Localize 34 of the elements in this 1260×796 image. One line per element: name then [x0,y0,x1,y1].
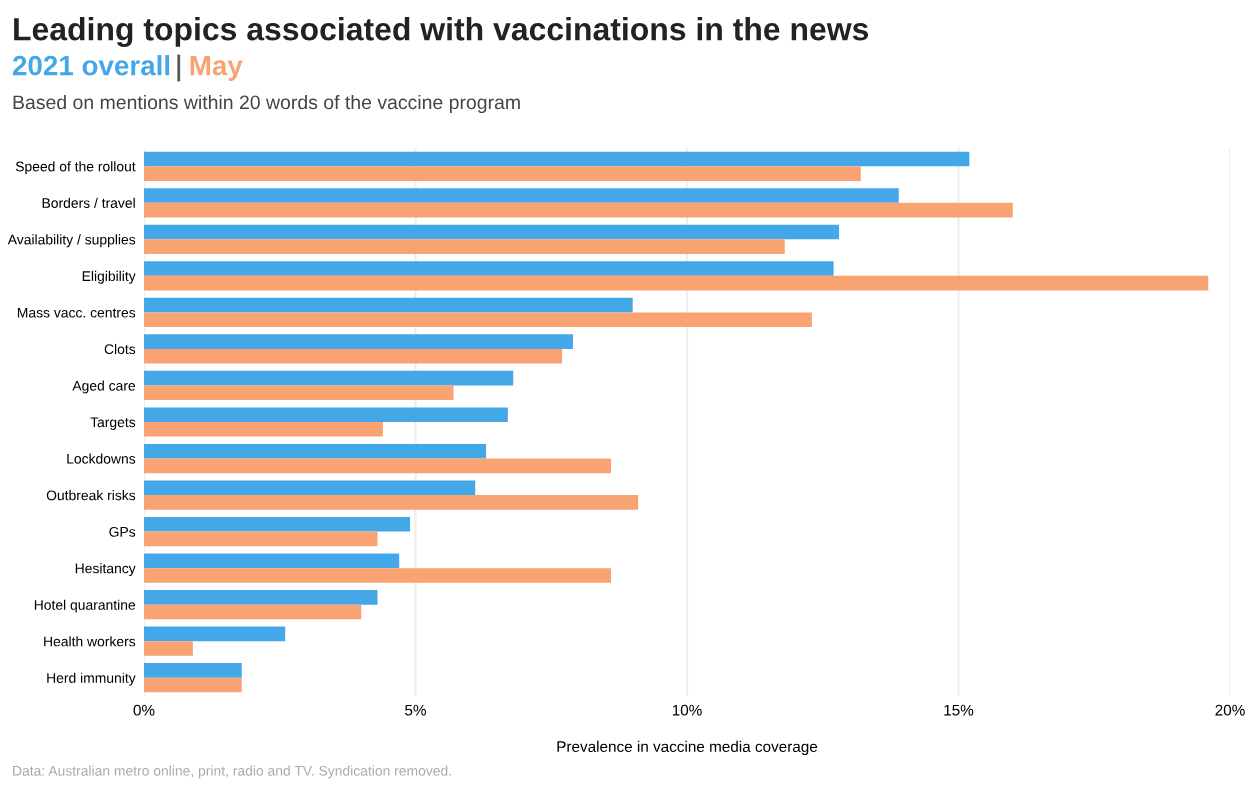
bar [144,480,476,496]
bar [144,385,454,401]
bar [144,151,970,167]
bar [144,663,242,678]
bar [144,348,563,364]
bar [144,261,834,276]
bar [144,531,378,547]
bar [144,275,1209,291]
bar [144,626,286,642]
bar [144,677,242,693]
chart-subtitle: Based on mentions within 20 words of the vaccine program [13,94,520,114]
bar [144,239,785,254]
bar [144,641,193,656]
bar [144,590,378,605]
bar [144,188,899,203]
bar [144,495,639,510]
bar [144,297,633,313]
bar [144,458,611,474]
bar [144,516,411,532]
bar [144,604,362,620]
bar [144,422,383,437]
bar [144,334,573,349]
text: 2021 overall [12,55,170,76]
bar [144,407,508,422]
bar [144,568,611,583]
text: May [190,56,243,81]
bar [144,224,840,240]
bar [144,553,400,569]
chart-title: Leading topics associated with vaccinations in the news [14,17,869,47]
bar [144,443,487,459]
bar [144,166,861,181]
bar [144,312,812,328]
bar [144,202,1013,218]
bar [144,370,514,386]
